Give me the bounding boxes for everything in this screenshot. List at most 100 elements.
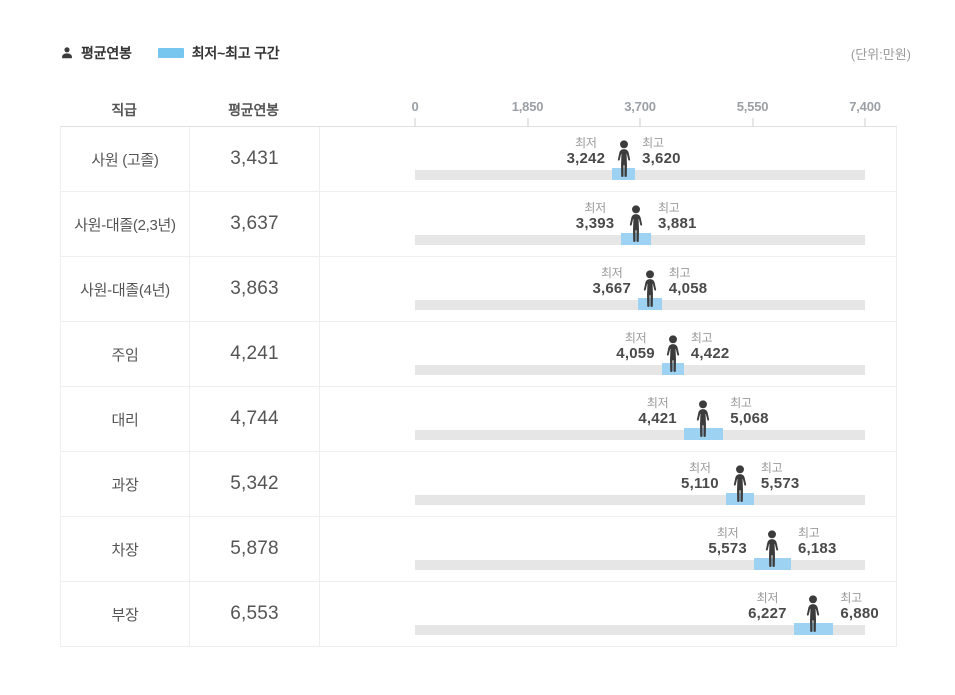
position-label: 사원-대졸(2,3년): [74, 216, 176, 234]
average-person-icon: [662, 335, 684, 373]
max-caption: 최고: [690, 331, 713, 345]
legend-range-label: 최저~최고 구간: [191, 45, 280, 61]
axis-tick-mark: [527, 118, 528, 126]
table-row: 차장 5,878 최저 5,573 최고 6,183: [61, 517, 896, 582]
axis-tick-mark: [864, 118, 866, 126]
salary-table: 직급 평균연봉 0 1,850 3,700 5,550 7,400 사원 (고졸) 3,…: [60, 93, 897, 647]
header-axis: 0 1,850 3,700 5,550 7,400: [319, 93, 897, 126]
average-salary-value: 6,553: [230, 603, 279, 624]
max-caption: 최고: [730, 396, 752, 410]
table-row: 사원-대졸(2,3년) 3,637 최저 3,393 최고 3,881: [61, 192, 896, 257]
average-person-icon: [802, 595, 824, 633]
salary-range-chart: 최저 6,227 최고 6,880: [415, 582, 879, 646]
max-salary-group: 최고 4,422: [691, 331, 730, 363]
min-caption: 최저: [716, 526, 739, 540]
max-salary-value: 6,880: [840, 605, 879, 622]
max-salary-group: 최고 5,573: [761, 461, 800, 493]
min-max-range-bar: [725, 493, 754, 505]
top-bar: 평균연봉 최저~최고 구간 (단위:만원): [60, 42, 911, 64]
table-row: 사원 (고졸) 3,431 최저 3,242 최고 3,620: [61, 127, 896, 192]
axis-tick-label: 7,400: [849, 99, 881, 114]
salary-axis-track: [415, 495, 865, 505]
salary-axis-track: [415, 170, 865, 180]
average-salary-value: 3,431: [230, 148, 279, 169]
position-label: 사원 (고졸): [91, 151, 159, 169]
min-max-range-bar: [753, 558, 791, 570]
axis-tick-mark: [752, 118, 753, 126]
min-salary-group: 최저 3,667: [592, 266, 631, 298]
min-salary-group: 최저 5,110: [681, 461, 719, 493]
range-swatch-icon: [157, 48, 184, 58]
min-salary-value: 4,059: [616, 345, 655, 362]
min-salary-value: 4,421: [638, 410, 677, 427]
position-label: 차장: [111, 541, 139, 559]
max-salary-value: 4,422: [690, 345, 730, 362]
salary-range-chart: 최저 4,421 최고 5,068: [415, 387, 865, 451]
header-average: 평균연봉: [228, 101, 279, 118]
position-label: 과장: [111, 476, 139, 494]
min-caption: 최저: [646, 396, 669, 410]
min-caption: 최저: [756, 591, 779, 605]
x-axis: 0 1,850 3,700 5,550 7,400: [411, 93, 881, 126]
min-salary-group: 최저 4,421: [638, 396, 677, 428]
average-person-icon: [729, 465, 751, 503]
min-caption: 최저: [600, 266, 623, 280]
min-max-range-bar: [793, 623, 834, 635]
header-position: 직급: [111, 101, 137, 118]
max-salary-value: 3,620: [642, 150, 681, 167]
table-body: 사원 (고졸) 3,431 최저 3,242 최고 3,620: [60, 127, 897, 647]
salary-range-chart: 최저 4,059 최고 4,422: [415, 322, 865, 386]
average-salary-value: 4,744: [230, 408, 279, 429]
average-person-icon: [692, 400, 714, 438]
table-row: 대리 4,744 최저 4,421 최고 5,068: [61, 387, 896, 452]
min-max-range-bar: [637, 298, 662, 310]
salary-axis-track: [415, 430, 865, 440]
min-salary-value: 5,110: [681, 475, 719, 492]
max-salary-group: 최고 6,183: [798, 526, 837, 558]
min-max-range-bar: [612, 168, 636, 180]
position-label: 사원-대졸(4년): [80, 281, 170, 299]
min-salary-group: 최저 4,059: [616, 331, 655, 363]
salary-axis-track: [415, 560, 865, 570]
min-max-range-bar: [661, 363, 684, 375]
average-person-icon: [613, 140, 635, 178]
axis-tick-mark: [639, 118, 641, 126]
average-salary-value: 5,342: [230, 473, 279, 494]
average-person-icon: [639, 270, 661, 308]
min-caption: 최저: [624, 331, 647, 345]
min-caption: 최저: [689, 461, 711, 475]
max-caption: 최고: [797, 526, 820, 540]
axis-tick-label: 1,850: [511, 99, 544, 114]
max-salary-group: 최고 4,058: [669, 266, 708, 298]
average-salary-value: 4,241: [230, 343, 279, 364]
min-caption: 최저: [584, 201, 606, 215]
max-salary-value: 6,183: [797, 540, 837, 557]
average-person-icon: [625, 205, 647, 243]
table-row: 주임 4,241 최저 4,059 최고 4,422: [61, 322, 896, 387]
min-salary-group: 최저 5,573: [708, 526, 747, 558]
average-salary-value: 5,878: [230, 538, 279, 559]
min-salary-group: 최저 3,393: [576, 201, 615, 233]
min-caption: 최저: [575, 136, 597, 150]
axis-tick-label: 5,550: [736, 99, 769, 114]
min-max-range-bar: [683, 428, 724, 440]
min-salary-value: 3,242: [566, 150, 606, 167]
table-row: 부장 6,553 최저 6,227 최고 6,880: [61, 582, 896, 647]
min-salary-value: 3,667: [592, 280, 631, 297]
min-salary-group: 최저 6,227: [748, 591, 787, 623]
axis-tick-mark: [414, 118, 416, 126]
position-label: 부장: [111, 606, 139, 624]
table-row: 과장 5,342 최저 5,110 최고 5,573: [61, 452, 896, 517]
salary-axis-track: [415, 625, 865, 635]
salary-range-chart: 최저 5,110 최고 5,573: [415, 452, 865, 516]
table-row: 사원-대졸(4년) 3,863 최저 3,667 최고 4,058: [61, 257, 896, 322]
min-salary-value: 6,227: [748, 605, 787, 622]
unit-note: (단위:만원): [850, 46, 911, 62]
axis-tick-label: 0: [411, 99, 419, 114]
max-salary-value: 5,573: [760, 475, 800, 492]
axis-tick-label: 3,700: [624, 99, 656, 114]
position-label: 주임: [111, 346, 139, 364]
max-salary-group: 최고 3,620: [642, 136, 681, 168]
max-caption: 최고: [840, 591, 862, 605]
